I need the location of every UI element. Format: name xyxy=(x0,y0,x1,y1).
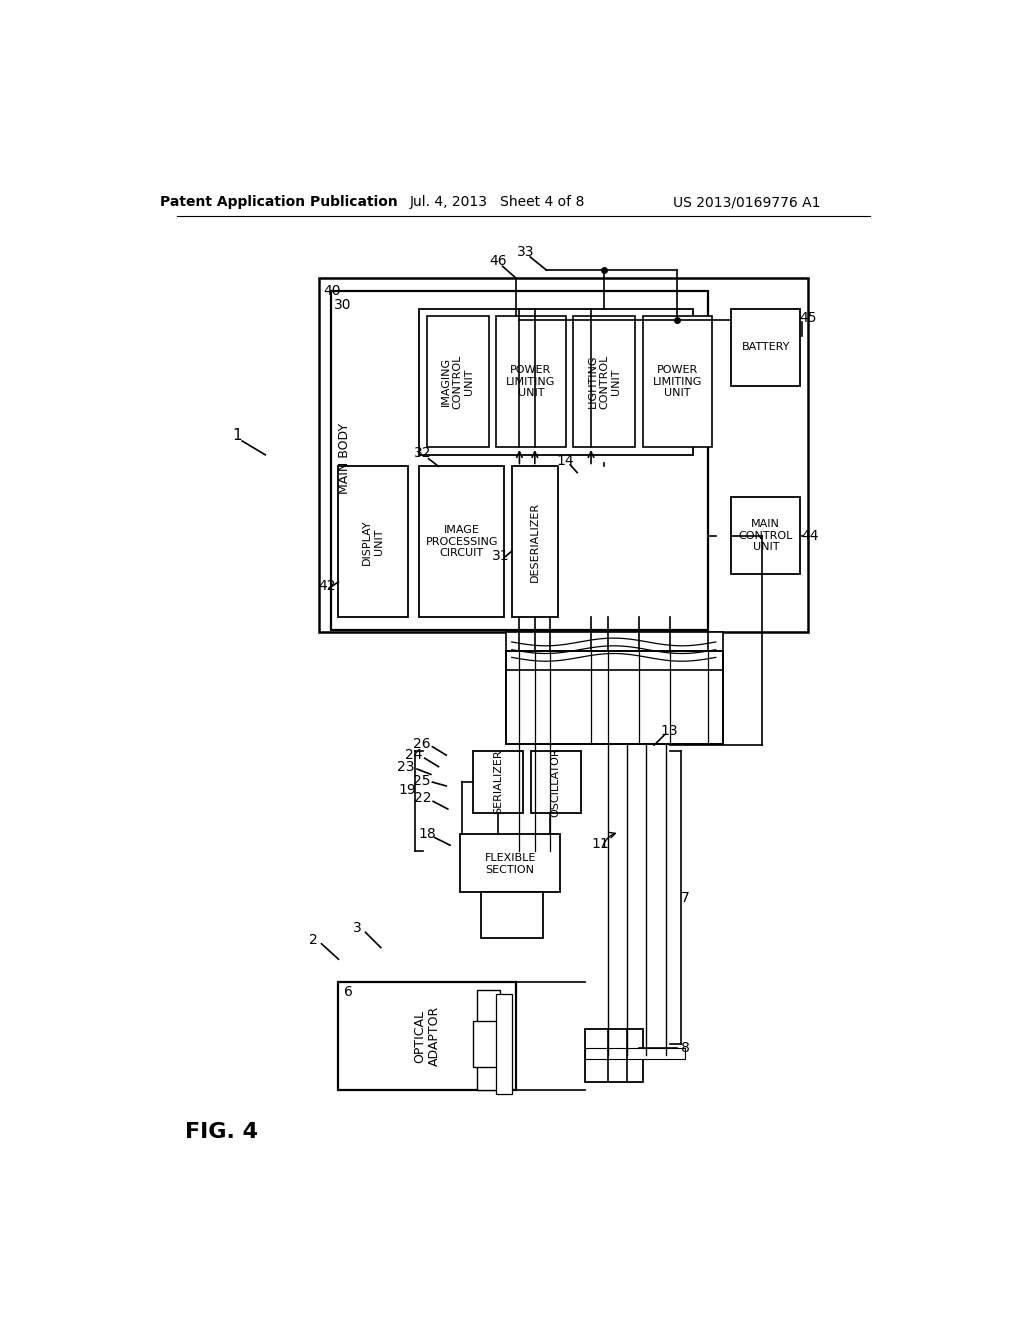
Text: DESERIALIZER: DESERIALIZER xyxy=(529,502,540,582)
Text: FIG. 4: FIG. 4 xyxy=(185,1122,258,1142)
Text: 18: 18 xyxy=(418,828,436,841)
Text: 3: 3 xyxy=(353,921,362,936)
Text: 8: 8 xyxy=(681,1040,689,1055)
Bar xyxy=(512,466,558,616)
Text: 33: 33 xyxy=(517,244,535,259)
Bar xyxy=(573,317,635,447)
Text: 45: 45 xyxy=(800,310,817,325)
Text: 7: 7 xyxy=(681,891,689,904)
Text: OPTICAL
ADAPTOR: OPTICAL ADAPTOR xyxy=(413,1006,441,1067)
Bar xyxy=(731,498,801,574)
Text: FLEXIBLE
SECTION: FLEXIBLE SECTION xyxy=(484,853,536,875)
Bar xyxy=(585,1048,685,1059)
Text: 44: 44 xyxy=(801,529,818,543)
Text: OSCILLATOR: OSCILLATOR xyxy=(551,747,560,817)
Text: MAIN
CONTROL
UNIT: MAIN CONTROL UNIT xyxy=(738,519,793,552)
Text: IMAGING
CONTROL
UNIT: IMAGING CONTROL UNIT xyxy=(441,355,474,409)
Bar xyxy=(731,309,801,385)
Bar xyxy=(643,317,712,447)
Text: 2: 2 xyxy=(309,933,318,946)
Text: 32: 32 xyxy=(415,446,432,461)
Text: 24: 24 xyxy=(406,748,423,762)
Bar xyxy=(477,990,500,1090)
Text: 22: 22 xyxy=(415,791,432,804)
Text: 6: 6 xyxy=(344,985,353,999)
Text: BATTERY: BATTERY xyxy=(741,342,790,352)
Bar xyxy=(585,1028,643,1082)
Text: Patent Application Publication: Patent Application Publication xyxy=(160,195,397,210)
Text: US 2013/0169776 A1: US 2013/0169776 A1 xyxy=(673,195,820,210)
Text: 46: 46 xyxy=(489,253,507,268)
Text: MAIN BODY: MAIN BODY xyxy=(338,424,351,494)
Text: DISPLAY
UNIT: DISPLAY UNIT xyxy=(362,519,384,565)
Text: 26: 26 xyxy=(413,737,430,751)
Text: POWER
LIMITING
UNIT: POWER LIMITING UNIT xyxy=(652,366,701,399)
Bar xyxy=(497,317,565,447)
Bar xyxy=(339,466,408,616)
Bar xyxy=(319,277,808,632)
Text: LIGHTING
CONTROL
UNIT: LIGHTING CONTROL UNIT xyxy=(588,355,621,409)
Bar xyxy=(419,466,504,616)
Bar xyxy=(497,994,512,1094)
Text: 11: 11 xyxy=(592,837,609,850)
Text: 19: 19 xyxy=(399,783,417,797)
Bar xyxy=(473,751,523,813)
Bar xyxy=(531,751,581,813)
Text: 13: 13 xyxy=(660,723,678,738)
Text: 14: 14 xyxy=(557,454,574,469)
Bar xyxy=(331,290,708,630)
Bar xyxy=(419,309,692,455)
Text: 25: 25 xyxy=(413,774,430,788)
Text: SERIALIZER: SERIALIZER xyxy=(493,750,503,814)
Text: 1: 1 xyxy=(232,428,242,444)
Text: 30: 30 xyxy=(334,298,351,312)
Text: 42: 42 xyxy=(318,578,336,593)
Text: IMAGE
PROCESSING
CIRCUIT: IMAGE PROCESSING CIRCUIT xyxy=(425,525,498,558)
Bar xyxy=(506,632,724,671)
Bar xyxy=(473,1020,504,1067)
Bar xyxy=(427,317,488,447)
Text: 40: 40 xyxy=(324,284,341,298)
Text: 23: 23 xyxy=(397,760,415,774)
Bar xyxy=(339,982,515,1090)
Text: POWER
LIMITING
UNIT: POWER LIMITING UNIT xyxy=(506,366,556,399)
Text: Jul. 4, 2013   Sheet 4 of 8: Jul. 4, 2013 Sheet 4 of 8 xyxy=(411,195,586,210)
Bar xyxy=(481,892,543,939)
Bar xyxy=(460,834,560,892)
Text: 31: 31 xyxy=(493,549,510,564)
